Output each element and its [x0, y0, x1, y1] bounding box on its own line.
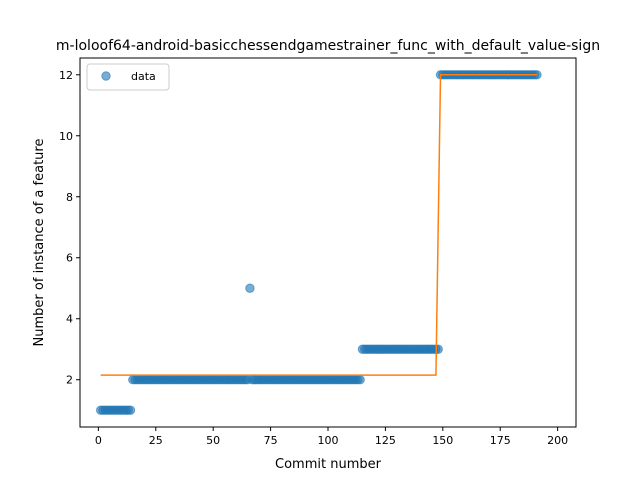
data-point: [245, 283, 255, 293]
y-tick-label: 10: [59, 130, 73, 143]
legend-marker: [101, 71, 111, 81]
y-tick-label: 6: [66, 252, 73, 265]
legend: data: [86, 63, 170, 91]
data-point: [125, 405, 136, 415]
legend-label: data: [131, 70, 156, 83]
fit-line-path: [100, 74, 537, 376]
y-axis-label: Number of instance of a feature: [32, 139, 47, 347]
data-point: [355, 375, 365, 385]
x-tick-label: 125: [375, 434, 396, 447]
y-tick-label: 12: [59, 69, 73, 82]
x-tick-label: 50: [206, 434, 220, 447]
x-tick-label: 100: [318, 434, 339, 447]
y-tick-label: 8: [66, 191, 73, 204]
y-axis-ticks: 2 4 6 8 10 12: [59, 69, 80, 387]
x-tick-label: 200: [547, 434, 568, 447]
x-tick-label: 0: [95, 434, 102, 447]
x-tick-label: 75: [264, 434, 278, 447]
y-tick-label: 4: [66, 313, 73, 326]
x-tick-label: 25: [149, 434, 163, 447]
x-axis-label: Commit number: [275, 457, 382, 472]
x-tick-label: 175: [490, 434, 511, 447]
fit-line: [100, 74, 537, 376]
y-tick-label: 2: [66, 374, 73, 387]
x-axis-ticks: 0 25 50 75 100 125 150 175 200: [95, 427, 568, 447]
chart-title: m-loloof64-android-basicchessendgamestra…: [56, 38, 600, 54]
legend-box: [86, 63, 170, 91]
data-point: [433, 344, 443, 354]
x-tick-label: 150: [432, 434, 453, 447]
